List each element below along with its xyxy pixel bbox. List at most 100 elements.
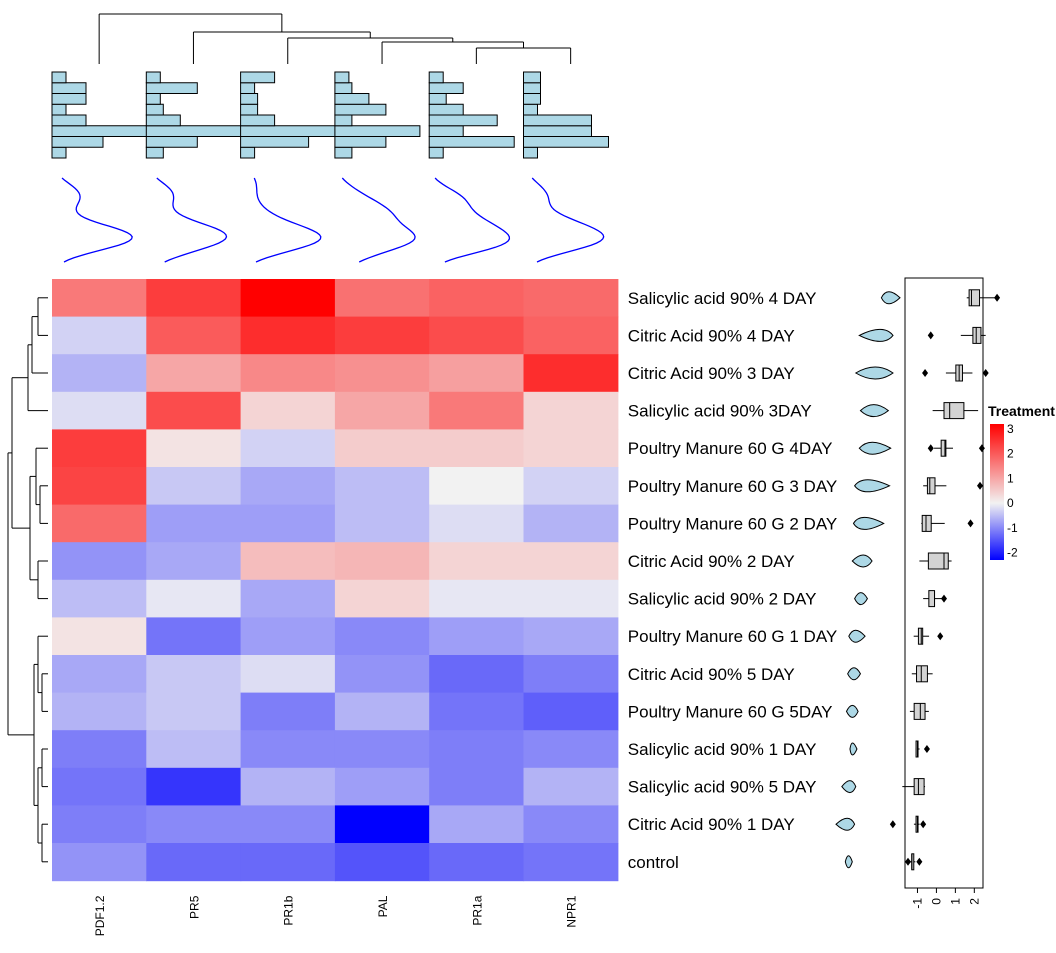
legend-tick-label: 1 [1007, 471, 1014, 485]
heatmap-cell [146, 579, 242, 618]
boxplot-outlier [994, 293, 1001, 302]
heatmap-cell [429, 354, 525, 393]
heatmap-cell [52, 805, 147, 844]
heatmap-cell [429, 655, 525, 694]
heatmap-cell [240, 504, 336, 543]
heatmap-cell [523, 843, 619, 882]
histogram-bar [240, 114, 276, 127]
heatmap-cell [146, 843, 242, 882]
column-histograms [51, 71, 609, 159]
boxplot-frame [904, 277, 984, 889]
heatmap-cell [429, 429, 525, 468]
heatmap-cell [429, 391, 525, 430]
violin-shape [853, 479, 891, 493]
row-label: Citric Acid 90% 5 DAY [628, 665, 795, 684]
boxplot-outlier [916, 857, 923, 866]
histogram-bar [240, 71, 276, 84]
heatmap-cell [334, 354, 430, 393]
histogram-bar [428, 136, 515, 148]
heatmap-cell [334, 316, 430, 355]
heatmap-cell [429, 692, 525, 731]
row-label: control [628, 853, 679, 872]
boxplot-box [972, 326, 982, 344]
heatmap-cell [334, 805, 430, 844]
column-label: PDF1.2 [93, 895, 107, 936]
legend-title: Treatment [988, 403, 1055, 419]
row-boxplot-panel: -1 0 1 2 [889, 277, 1001, 909]
heatmap-cell [146, 391, 242, 430]
boxplot-axis-label: 1 [948, 898, 962, 905]
heatmap-cell [146, 279, 242, 318]
heatmap-cell [523, 316, 619, 355]
boxplot-box [968, 289, 981, 307]
column-label: PR1b [282, 895, 296, 925]
row-label: Citric Acid 90% 3 DAY [628, 364, 795, 383]
heatmap-cell [523, 617, 619, 656]
histogram-bar [334, 71, 350, 84]
heatmap-cell [429, 617, 525, 656]
histogram-bar [334, 136, 387, 148]
heatmap-cell [334, 655, 430, 694]
histogram-bar [145, 82, 198, 94]
histogram-bar [145, 93, 161, 105]
heatmap-cell [240, 730, 336, 769]
histogram-bar [428, 125, 464, 137]
boxplot-box [921, 514, 932, 532]
histogram-bar [428, 71, 444, 84]
violin-shape [854, 366, 894, 380]
histogram-bar [240, 125, 344, 137]
boxplot-box [917, 627, 924, 645]
heatmap-cell [523, 579, 619, 618]
violin-shape [848, 629, 866, 643]
heatmap-cell [240, 354, 336, 393]
heatmap-cell [429, 279, 525, 318]
histogram-bar [145, 125, 249, 137]
boxplot-outlier [927, 331, 934, 340]
heatmap-cell [523, 504, 619, 543]
heatmap-cell [240, 843, 336, 882]
density-curve [253, 177, 322, 263]
heatmap-cell [334, 617, 430, 656]
heatmap-cell [334, 843, 430, 882]
boxplot-outlier [923, 745, 930, 753]
heatmap-cell [146, 767, 242, 806]
column-dendrogram [98, 13, 572, 64]
heatmap-cell [429, 579, 525, 618]
violin-shape [835, 817, 856, 831]
violin-shape [849, 742, 858, 756]
histogram-bar [334, 93, 370, 105]
column-label: PR5 [187, 895, 201, 919]
heatmap-cell [240, 391, 336, 430]
row-label: Poultry Manure 60 G 3 DAY [628, 477, 837, 496]
color-legend: Treatment 3 2 1 0 -1 -2 [988, 403, 1055, 560]
column-labels: PDF1.2 PR5 PR1b PAL PR1a NPR1 [93, 895, 579, 936]
histogram-bar [145, 114, 181, 127]
histogram-bar [51, 103, 67, 116]
histogram-bar [145, 136, 198, 148]
heatmap-cell [334, 542, 430, 581]
violin-shape [854, 592, 868, 606]
density-curve [341, 177, 416, 263]
violin-shape [844, 855, 853, 869]
boxplot-box [943, 402, 965, 420]
heatmap-cell [334, 579, 430, 618]
heatmap-cells [52, 279, 619, 882]
column-density-plots [61, 177, 605, 263]
row-label: Poultry Manure 60 G 4DAY [628, 439, 833, 458]
heatmap-cell [523, 767, 619, 806]
heatmap-cell [429, 542, 525, 581]
heatmap-cell [429, 467, 525, 506]
boxplot-axis-label: -1 [910, 898, 924, 909]
density-curve [531, 177, 605, 263]
histogram-bar [334, 125, 421, 137]
boxplot-box [940, 439, 947, 457]
violin-shape [841, 780, 857, 794]
histogram-bar [428, 103, 464, 116]
heatmap-cell [146, 692, 242, 731]
histogram-bar [145, 71, 161, 84]
histogram-bar [523, 71, 541, 84]
density-curve [61, 177, 133, 263]
histogram-bar [240, 93, 259, 105]
heatmap-cell [240, 316, 336, 355]
